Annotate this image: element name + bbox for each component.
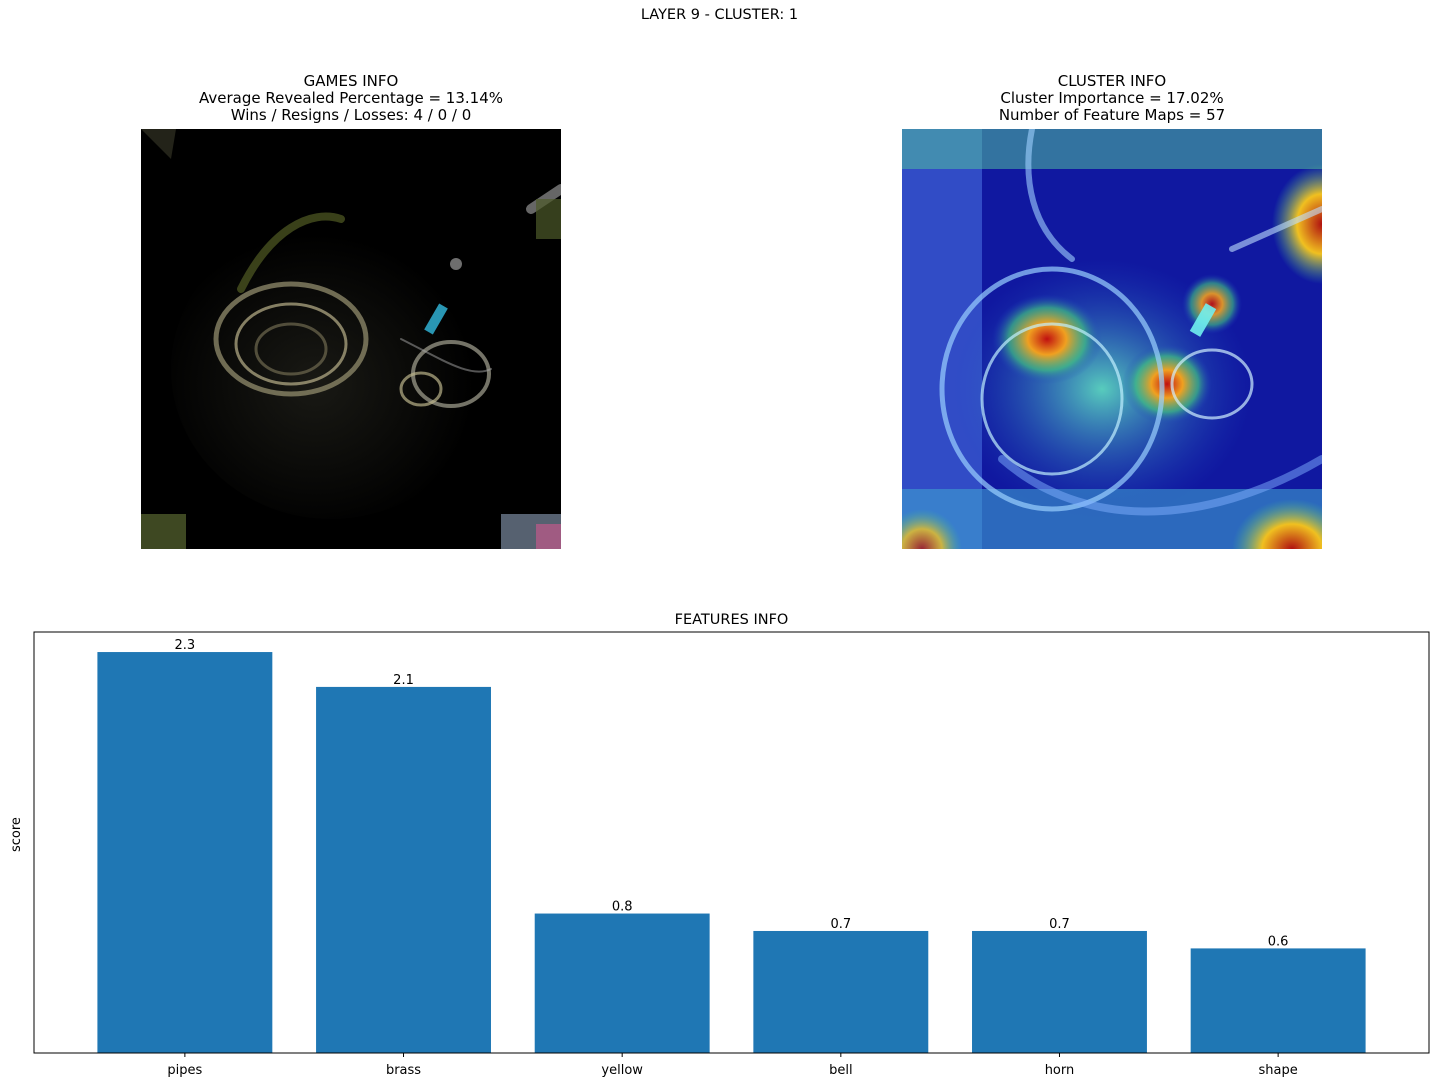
x-tick-label-horn: horn — [1045, 1063, 1075, 1078]
data-label-pipes: 2.3 — [175, 638, 196, 653]
data-label-horn: 0.7 — [1049, 917, 1070, 932]
data-label-shape: 0.6 — [1268, 934, 1289, 949]
games-info-wins-resigns-losses: Wins / Resigns / Losses: 4 / 0 / 0 — [230, 106, 472, 124]
figure-suptitle: LAYER 9 - CLUSTER: 1 — [640, 7, 799, 23]
x-tick-label-yellow: yellow — [601, 1063, 643, 1078]
data-labels: 2.3 2.1 0.8 0.7 0.7 0.6 — [175, 638, 1289, 949]
cluster-importance: Cluster Importance = 17.02% — [1000, 89, 1224, 107]
masked-image — [141, 129, 561, 549]
bar-brass — [316, 686, 491, 1053]
cluster-info-title-block: CLUSTER INFO Cluster Importance = 17.02%… — [902, 73, 1322, 124]
number-of-feature-maps: Number of Feature Maps = 57 — [998, 106, 1226, 124]
bar-bell — [753, 930, 929, 1053]
x-tick-label-pipes: pipes — [167, 1063, 202, 1078]
x-tick-label-bell: bell — [829, 1063, 852, 1078]
data-label-brass: 2.1 — [393, 673, 414, 688]
bar-pipes — [97, 652, 273, 1053]
x-tick-label-brass: brass — [386, 1063, 421, 1078]
data-label-yellow: 0.8 — [612, 900, 633, 915]
games-info-revealed-percentage: Average Revealed Percentage = 13.14% — [198, 89, 503, 107]
bar-yellow — [534, 913, 710, 1053]
x-tick-label-shape: shape — [1259, 1063, 1298, 1078]
plot-frame — [33, 631, 1430, 1054]
data-label-bell: 0.7 — [830, 917, 851, 932]
games-info-title: GAMES INFO — [303, 72, 399, 90]
bar-shape — [1190, 948, 1366, 1053]
x-axis-ticks: pipes brass yellow bell horn shape — [167, 1053, 1298, 1078]
bar-horn — [972, 930, 1147, 1053]
games-info-title-block: GAMES INFO Average Revealed Percentage =… — [141, 73, 561, 124]
bar-series — [97, 652, 1366, 1053]
chart-title: FEATURES INFO — [674, 612, 789, 628]
cluster-info-title: CLUSTER INFO — [1057, 72, 1167, 90]
heatmap-image — [902, 129, 1322, 549]
